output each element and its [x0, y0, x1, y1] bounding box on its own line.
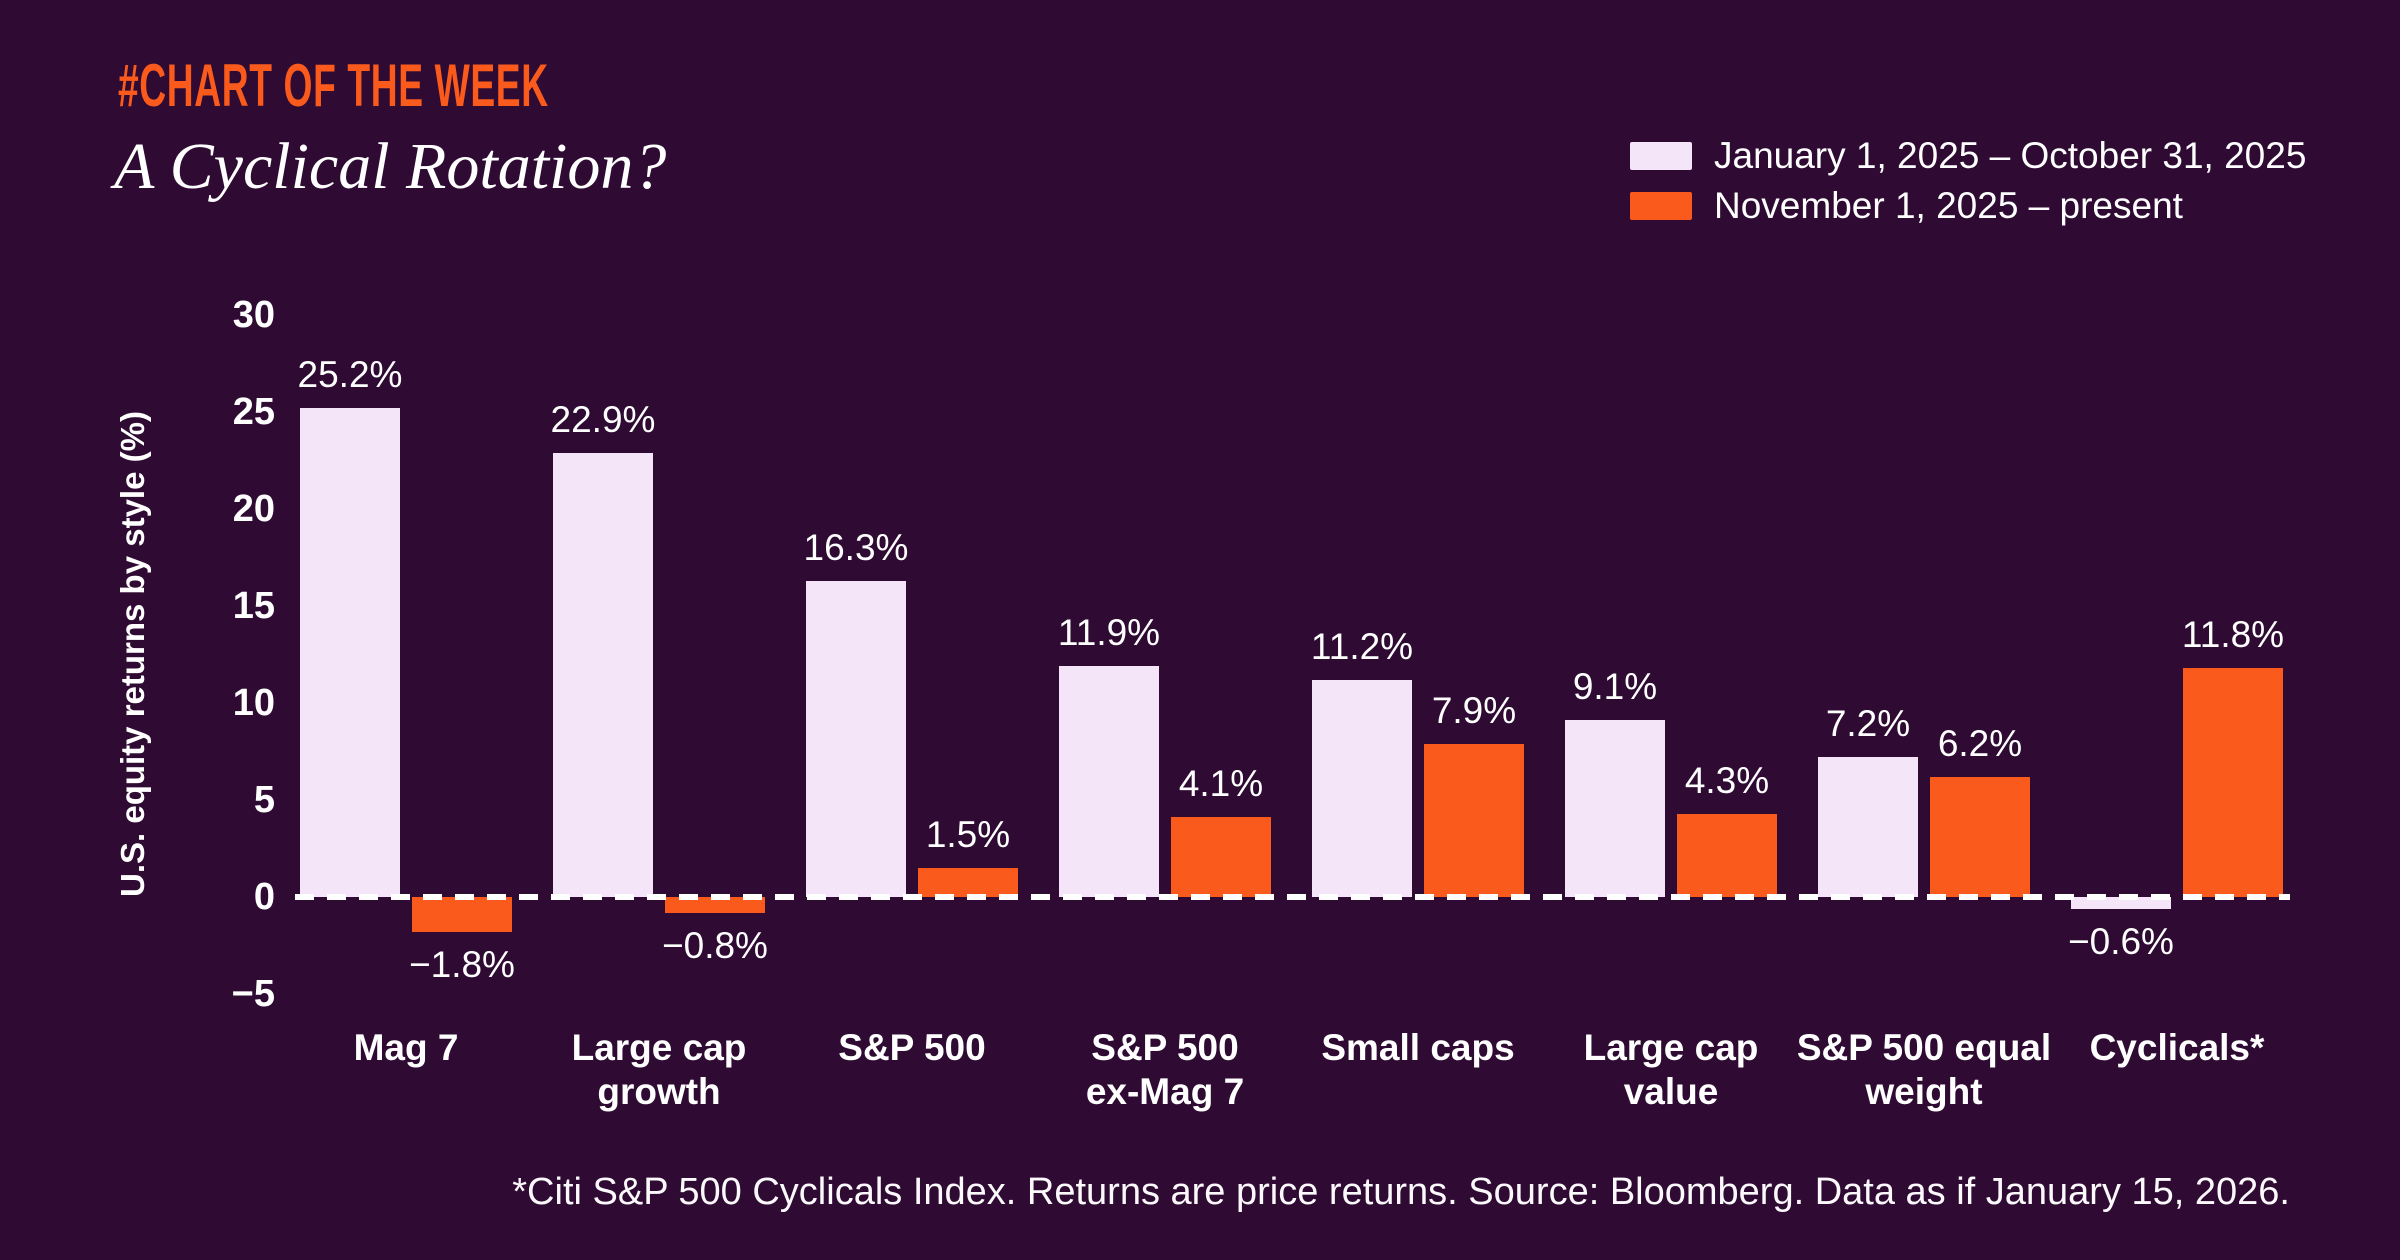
value-label-small-caps-series1: 7.9%	[1431, 689, 1517, 731]
chart-title: A Cyclical Rotation?	[114, 130, 667, 203]
bar-small-caps-series0	[1312, 679, 1412, 897]
bar-mag-7-series0	[300, 408, 400, 897]
value-label-large-cap-value-series0: 9.1%	[1572, 666, 1658, 708]
value-label-s-p-500-series0: 16.3%	[803, 526, 909, 568]
value-label-large-cap-growth-series1: −0.8%	[662, 924, 768, 966]
y-tick-30: 30	[232, 294, 275, 336]
chart-of-the-week-badge: #CHART OF THE WEEK	[118, 52, 549, 119]
footnote: *Citi S&P 500 Cyclicals Index. Returns a…	[512, 1171, 2290, 1213]
category-label-s-p-500-equal-weight: S&P 500 equal weight	[1796, 1027, 2052, 1112]
category-label-large-cap-growth: Large cap growth	[571, 1027, 747, 1112]
bar-large-cap-growth-series0	[553, 452, 653, 897]
legend-swatch-orange	[1630, 191, 1692, 220]
category-label-mag-7: Mag 7	[353, 1027, 459, 1068]
y-tick-20: 20	[232, 488, 275, 530]
value-label-s-p-500-equal-weight-series0: 7.2%	[1825, 703, 1911, 745]
bar-s-p-500-series1	[918, 867, 1018, 897]
category-label-cyclicals: Cyclicals*	[2089, 1027, 2265, 1068]
value-label-small-caps-series0: 11.2%	[1310, 625, 1414, 667]
category-label-s-p-500: S&P 500	[838, 1027, 986, 1068]
bar-s-p-500-ex-mag-7-series0	[1059, 666, 1159, 897]
bar-s-p-500-series0	[806, 580, 906, 897]
plot-area: 30 25 20 15 10 5 0 −5 25.2% 22.9% 16.3% 11.9% 11.2% 9…	[232, 294, 2290, 1112]
value-label-s-p-500-series1: 1.5%	[925, 813, 1011, 855]
value-label-mag-7-series0: 25.2%	[297, 354, 403, 396]
bar-small-caps-series1	[1424, 743, 1524, 897]
bar-s-p-500-ex-mag-7-series1	[1171, 817, 1271, 897]
legend-item-nov-present: November 1, 2025 – present	[1630, 183, 2306, 228]
y-tick-25: 25	[232, 391, 275, 433]
legend-item-jan-oct: January 1, 2025 – October 31, 2025	[1630, 133, 2306, 178]
legend-label: January 1, 2025 – October 31, 2025	[1714, 134, 2307, 176]
bar-large-cap-value-series1	[1677, 813, 1777, 897]
category-label-large-cap-value: Large cap value	[1583, 1027, 1759, 1112]
bar-cyclicals-series0	[2071, 897, 2171, 909]
value-label-cyclicals-series1: 11.8%	[2181, 614, 2285, 656]
value-label-mag-7-series1: −1.8%	[409, 943, 515, 985]
value-label-s-p-500-equal-weight-series1: 6.2%	[1937, 722, 2023, 764]
value-label-s-p-500-ex-mag-7-series0: 11.9%	[1057, 612, 1161, 654]
value-label-large-cap-value-series1: 4.3%	[1684, 759, 1770, 801]
value-label-large-cap-growth-series0: 22.9%	[550, 398, 656, 440]
bar-large-cap-value-series0	[1565, 720, 1665, 897]
value-label-cyclicals-series0: −0.6%	[2068, 920, 2174, 962]
bar-cyclicals-series1	[2183, 668, 2283, 897]
legend-label: November 1, 2025 – present	[1714, 184, 2183, 226]
bar-large-cap-growth-series1	[665, 897, 765, 913]
y-tick-5: 5	[253, 779, 275, 821]
legend-swatch-light	[1630, 141, 1692, 170]
category-label-s-p-500-ex-mag-7: S&P 500 ex-Mag 7	[1085, 1027, 1245, 1112]
y-tick-15: 15	[232, 585, 275, 627]
y-tick-0: 0	[253, 876, 275, 918]
legend: January 1, 2025 – October 31, 2025 Novem…	[1630, 133, 2306, 228]
bar-s-p-500-equal-weight-series1	[1930, 776, 2030, 897]
zero-baseline	[295, 894, 2290, 900]
y-tick-10: 10	[232, 682, 275, 724]
value-label-s-p-500-ex-mag-7-series1: 4.1%	[1178, 763, 1264, 805]
y-tick-5: −5	[231, 973, 275, 1015]
bar-mag-7-series1	[412, 897, 512, 932]
bar-s-p-500-equal-weight-series0	[1818, 757, 1918, 897]
category-label-small-caps: Small caps	[1321, 1027, 1515, 1068]
